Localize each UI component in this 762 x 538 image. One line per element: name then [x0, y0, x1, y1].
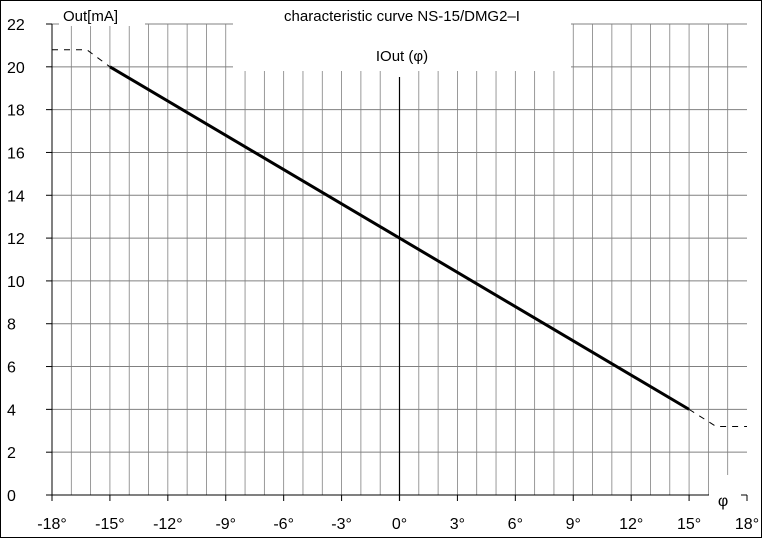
y-tick-label: 22: [7, 17, 25, 34]
x-tick-label: 12°: [619, 516, 643, 533]
y-tick-label: 14: [7, 188, 25, 205]
xlabel-background: [709, 475, 741, 513]
dashed-extension-line: [688, 408, 747, 427]
axis-labels: -18° -15° -12° -9° -6° -3° 0° 3° 6° 9° 12° 15° 18° 0 2…: [7, 17, 759, 533]
data-series: [52, 49, 747, 427]
x-tick-label: 3°: [450, 516, 465, 533]
y-tick-label: 16: [7, 145, 25, 162]
x-tick-label: 18°: [735, 516, 759, 533]
y-axis-label: Out[mA]: [63, 8, 118, 25]
y-tick-label: 2: [7, 445, 16, 462]
y-tick-label: 12: [7, 231, 25, 248]
x-tick-label: 0°: [392, 516, 407, 533]
y-tick-label: 20: [7, 60, 25, 77]
x-tick-label: 9°: [566, 516, 581, 533]
y-tick-label: 6: [7, 360, 16, 377]
x-tick-label: -6°: [273, 516, 294, 533]
x-tick-label: 6°: [508, 516, 523, 533]
x-tick-label: -12°: [153, 516, 183, 533]
x-tick-label: -3°: [331, 516, 352, 533]
chart-title: characteristic curve NS-15/DMG2–I: [284, 8, 520, 25]
y-tick-label: 18: [7, 103, 25, 120]
ylabel-background: [59, 4, 145, 26]
y-tick-label: 4: [7, 402, 16, 419]
axes: [46, 23, 748, 501]
x-tick-label: -18°: [37, 516, 67, 533]
x-tick-label: -15°: [95, 516, 125, 533]
characteristic-line: [109, 65, 690, 411]
x-tick-label: -9°: [215, 516, 236, 533]
x-axis-label: φ: [718, 493, 728, 510]
y-tick-label: 0: [7, 488, 16, 505]
dashed-extension-line: [52, 49, 111, 68]
chart-subtitle: IOut (φ): [376, 48, 428, 65]
x-tick-label: 15°: [677, 516, 701, 533]
y-tick-label: 8: [7, 317, 16, 334]
y-tick-label: 10: [7, 274, 25, 291]
title-background: [233, 3, 571, 71]
